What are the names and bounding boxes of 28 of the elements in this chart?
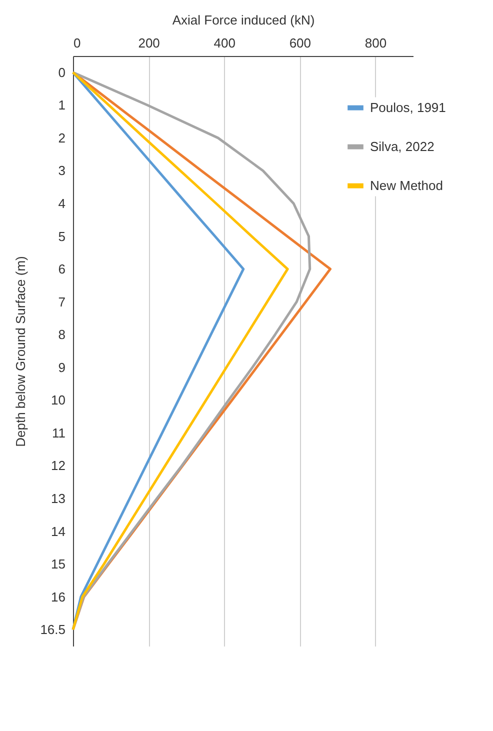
y-tick-label: 14 [51,524,66,539]
y-tick-label: 11 [52,425,66,440]
x-tick-label: 600 [289,36,312,50]
y-tick-label: 2 [58,130,66,146]
y-tick-label: 7 [58,294,66,310]
x-axis-title: Axial Force induced (kN) [172,12,315,28]
y-tick-label: 4 [58,196,66,211]
legend-label: Poulos, 1991 [370,100,446,115]
y-tick-label: 9 [58,360,66,375]
y-axis-title: Depth below Ground Surface (m) [13,256,28,447]
y-tick-label: 16.5 [40,622,66,638]
y-tick-label: 13 [51,491,66,506]
y-tick-label: 15 [51,556,66,572]
y-tick-label: 10 [51,392,66,408]
legend-label: Silva, 2022 [370,138,434,154]
x-tick-label: 800 [364,36,387,50]
y-tick-label: 16 [51,589,66,604]
x-tick-label: 0 [74,36,81,50]
y-tick-label: 6 [58,262,66,277]
legend-label: New Method [370,178,443,193]
y-tick-label: 0 [58,64,66,80]
y-tick-label: 5 [58,228,66,244]
x-tick-label: 400 [214,36,236,50]
y-tick-label: 1 [58,98,66,113]
x-tick-label: 200 [138,36,160,50]
y-tick-label: 3 [58,163,66,178]
y-tick-label: 12 [51,458,66,474]
y-tick-label: 8 [58,327,66,342]
